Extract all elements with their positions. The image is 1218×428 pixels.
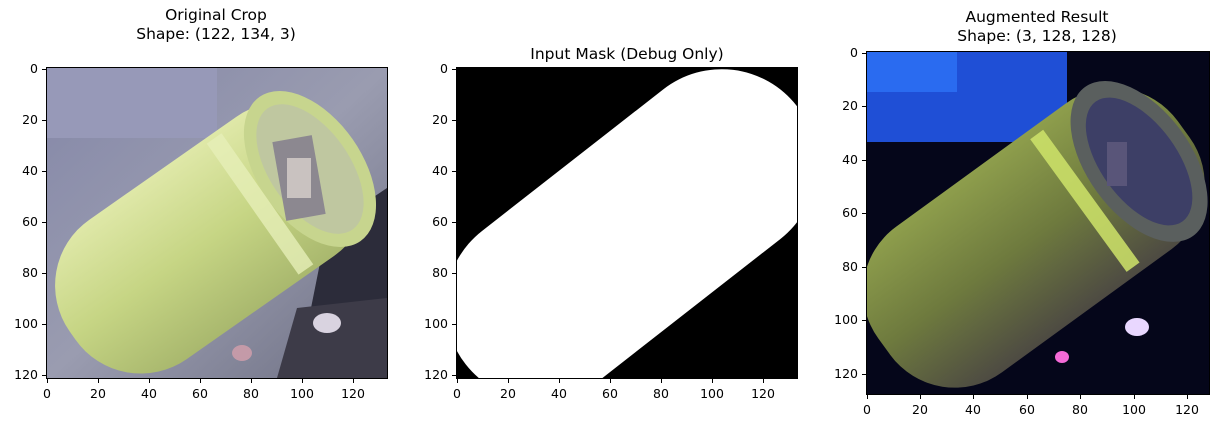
panel1-ytick: 60 (22, 214, 38, 229)
panel3-xtick: 20 (912, 402, 928, 417)
panel2-title: Input Mask (Debug Only) (500, 45, 754, 64)
panel2-ytick: 120 (424, 367, 448, 382)
panel2-ytick: 80 (432, 265, 448, 280)
panel2-ytick: 40 (432, 163, 448, 178)
panel3-ytick: 20 (842, 98, 858, 113)
panel3-ytick: 0 (850, 45, 858, 60)
panel1-ytick: 20 (22, 112, 38, 127)
panel3-xtick: 100 (1122, 402, 1146, 417)
panel2-xtick: 40 (551, 386, 567, 401)
panel2-xtick: 120 (751, 386, 775, 401)
panel3-title-line2: Shape: (3, 128, 128) (957, 27, 1117, 45)
panel3-ytick: 120 (834, 366, 858, 381)
panel3-ytick: 40 (842, 152, 858, 167)
panel1-xtick: 20 (90, 386, 106, 401)
panel3-xtick: 40 (965, 402, 981, 417)
can-photo (47, 68, 387, 378)
panel2-xtick: 80 (653, 386, 669, 401)
panel1-xtick: 40 (141, 386, 157, 401)
panel2-xtick: 60 (602, 386, 618, 401)
panel1-ytick: 80 (22, 265, 38, 280)
panel3-title: Augmented Result Shape: (3, 128, 128) (917, 8, 1157, 46)
panel2-ytick: 60 (432, 214, 448, 229)
panel1-title-line1: Original Crop (165, 6, 267, 24)
panel1-xtick: 100 (290, 386, 314, 401)
panel1-ytick: 100 (14, 316, 38, 331)
panel1-xtick: 80 (243, 386, 259, 401)
panel1-xtick: 120 (341, 386, 365, 401)
panel2-xtick: 20 (500, 386, 516, 401)
panel3-ytick: 80 (842, 259, 858, 274)
panel3-xtick: 60 (1019, 402, 1035, 417)
panel3-xtick: 120 (1175, 402, 1199, 417)
panel3-xtick: 80 (1072, 402, 1088, 417)
panel3-ytick: 60 (842, 205, 858, 220)
panel3-ytick: 100 (834, 312, 858, 327)
panel1-title: Original Crop Shape: (122, 134, 3) (96, 6, 336, 44)
panel2-xtick: 100 (700, 386, 724, 401)
panel1-xtick: 60 (192, 386, 208, 401)
panel1-ytick: 40 (22, 163, 38, 178)
panel3-xtick: 0 (863, 402, 871, 417)
panel1-image (46, 67, 388, 379)
augmented-photo (867, 52, 1209, 394)
panel2-title-line1: Input Mask (Debug Only) (530, 45, 724, 63)
mask-image (457, 68, 797, 378)
panel1-ytick: 120 (14, 367, 38, 382)
panel2-xtick: 0 (453, 386, 461, 401)
panel1-xtick: 0 (43, 386, 51, 401)
panel2-ytick: 20 (432, 112, 448, 127)
panel1-ytick: 0 (30, 61, 38, 76)
panel2-image (456, 67, 798, 379)
panel1-title-line2: Shape: (122, 134, 3) (136, 25, 296, 43)
panel3-image (866, 51, 1210, 395)
panel2-ytick: 100 (424, 316, 448, 331)
panel3-title-line1: Augmented Result (965, 8, 1109, 26)
panel2-ytick: 0 (440, 61, 448, 76)
